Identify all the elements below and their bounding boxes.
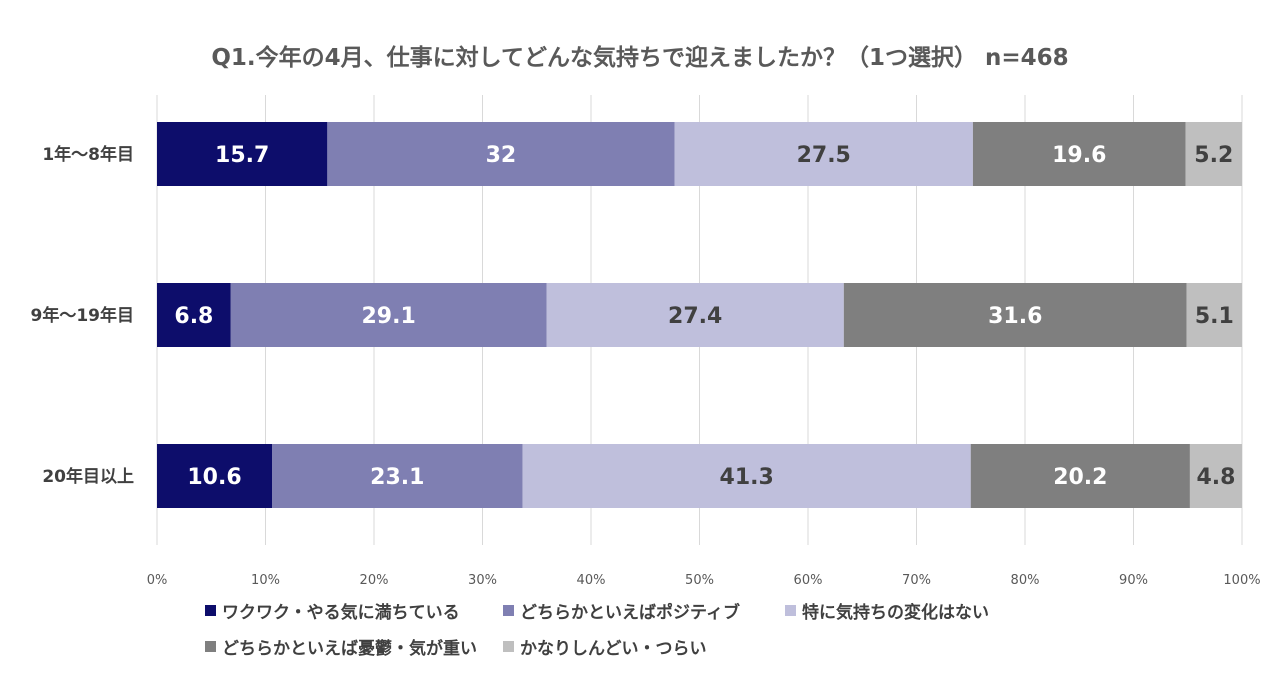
legend-swatch xyxy=(503,605,514,616)
data-label: 5.1 xyxy=(1195,304,1234,329)
data-label: 10.6 xyxy=(187,465,241,490)
bar-segment xyxy=(1186,283,1242,347)
bar-segment xyxy=(272,444,523,508)
data-label: 27.4 xyxy=(668,304,722,329)
data-label: 19.6 xyxy=(1052,143,1106,168)
legend-item: かなりしんどい・つらい xyxy=(503,634,707,659)
data-label: 20.2 xyxy=(1053,465,1107,490)
bar-segment xyxy=(230,283,547,347)
legend-label: どちらかといえばポジティブ xyxy=(520,603,740,623)
bars xyxy=(157,122,1242,508)
x-tick-label: 60% xyxy=(794,573,823,588)
legend-label: 特に気持ちの変化はない xyxy=(802,603,989,623)
x-tick-label: 100% xyxy=(1223,573,1260,588)
bar-segment xyxy=(157,444,273,508)
chart-title: Q1.今年の4月、仕事に対してどんな気持ちで迎えましたか？（1つ選択） n=46… xyxy=(211,45,1069,71)
legend-swatch xyxy=(785,605,796,616)
x-tick-label: 30% xyxy=(468,573,497,588)
bar-segment xyxy=(157,283,231,347)
bar-segment xyxy=(327,122,675,186)
bar-segment xyxy=(522,444,971,508)
legend-item: 特に気持ちの変化はない xyxy=(785,598,989,623)
x-tick-label: 40% xyxy=(577,573,606,588)
data-label: 41.3 xyxy=(720,465,774,490)
x-tick-label: 50% xyxy=(685,573,714,588)
bar-segment xyxy=(1189,444,1242,508)
bar-segment xyxy=(674,122,973,186)
bar-segment xyxy=(157,122,328,186)
bar-segment xyxy=(970,444,1190,508)
data-label: 29.1 xyxy=(362,304,416,329)
data-label: 27.5 xyxy=(797,143,851,168)
category-label: 1年～8年目 xyxy=(42,144,134,165)
legend-label: どちらかといえば憂鬱・気が重い xyxy=(222,639,477,659)
bar-segment xyxy=(843,283,1187,347)
bar-segment xyxy=(546,283,844,347)
x-tick-label: 0% xyxy=(147,573,168,588)
data-labels: 15.7 32 27.5 19.6 5.2 6.8 29.1 27.4 31.6 5.1 10.6 2… xyxy=(174,143,1235,490)
data-label: 5.2 xyxy=(1194,143,1233,168)
data-label: 4.8 xyxy=(1196,465,1235,490)
data-label: 31.6 xyxy=(988,304,1042,329)
legend-item: どちらかといえば憂鬱・気が重い xyxy=(205,634,477,659)
x-tick-label: 70% xyxy=(902,573,931,588)
x-tick-label: 80% xyxy=(1011,573,1040,588)
legend-label: かなりしんどい・つらい xyxy=(520,639,707,659)
x-tick-label: 10% xyxy=(251,573,280,588)
x-tick-label: 20% xyxy=(360,573,389,588)
axes: 0% 10% 20% 30% 40% 50% 60% 70% 80% 90% 100% 1年～8年目 9… xyxy=(31,144,1261,588)
data-label: 23.1 xyxy=(370,465,424,490)
data-label: 6.8 xyxy=(174,304,213,329)
bar-segment xyxy=(972,122,1186,186)
legend-swatch xyxy=(205,641,216,652)
legend-swatch xyxy=(205,605,216,616)
legend-swatch xyxy=(503,641,514,652)
data-label: 32 xyxy=(486,143,517,168)
legend-item: どちらかといえばポジティブ xyxy=(503,598,740,623)
data-label: 15.7 xyxy=(215,143,269,168)
bar-segment xyxy=(1185,122,1242,186)
legend-item: ワクワク・やる気に満ちている xyxy=(205,598,460,623)
category-label: 9年～19年目 xyxy=(31,305,135,326)
x-tick-label: 90% xyxy=(1119,573,1148,588)
category-label: 20年目以上 xyxy=(42,466,134,487)
legend-label: ワクワク・やる気に満ちている xyxy=(222,603,460,623)
